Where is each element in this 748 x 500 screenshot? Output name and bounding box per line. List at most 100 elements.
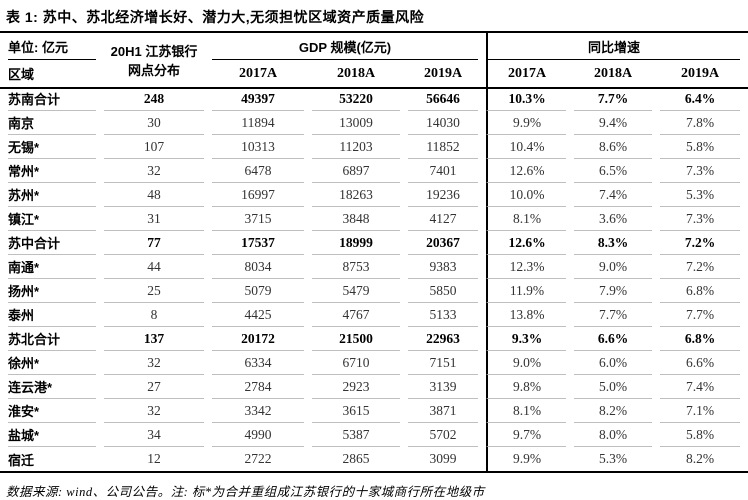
gdp-value-cell: 3715 [212,207,304,231]
growth-value-cell: 5.8% [660,135,740,159]
gdp-value-cell: 7401 [408,159,478,183]
table-row: 连云港* 27 2784 2923 3139 9.8% 5.0% 7.4% [8,375,740,399]
growth-value-cell: 8.2% [574,399,652,423]
growth-value-cell: 6.8% [660,279,740,303]
table-row: 苏北合计 137 20172 21500 22963 9.3% 6.6% 6.8% [8,327,740,351]
table-row: 无锡* 107 10313 11203 11852 10.4% 8.6% 5.8% [8,135,740,159]
gdp-value-cell: 18999 [312,231,400,255]
growth-value-cell: 11.9% [486,279,566,303]
growth-value-cell: 6.6% [574,327,652,351]
table-row: 镇江* 31 3715 3848 4127 8.1% 3.6% 7.3% [8,207,740,231]
branch-column-header: 20H1 江苏银行 网点分布 [104,33,204,87]
growth-value-cell: 7.9% [574,279,652,303]
growth-value-cell: 7.1% [660,399,740,423]
growth-value-cell: 8.1% [486,207,566,231]
gdp-value-cell: 13009 [312,111,400,135]
region-column-header: 区域 [8,67,35,82]
table-row: 泰州 8 4425 4767 5133 13.8% 7.7% 7.7% [8,303,740,327]
table-row: 徐州* 32 6334 6710 7151 9.0% 6.0% 6.6% [8,351,740,375]
gdp-value-cell: 17537 [212,231,304,255]
region-cell: 扬州* [8,279,96,303]
source-note: 数据来源: wind、公司公告。注: 标*为合并重组成江苏银行的十家城商行所在地… [6,485,485,499]
growth-value-cell: 9.8% [486,375,566,399]
gdp-value-cell: 49397 [212,87,304,111]
branch-count-cell: 12 [147,451,161,466]
growth-value-cell: 9.7% [486,423,566,447]
growth-value-cell: 5.8% [660,423,740,447]
gdp-value-cell: 9383 [408,255,478,279]
gdp-value-cell: 4425 [212,303,304,327]
gdp-value-cell: 6478 [212,159,304,183]
table-row: 南通* 44 8034 8753 9383 12.3% 9.0% 7.2% [8,255,740,279]
table-title: 表 1: 苏中、苏北经济增长好、潜力大,无须担忧区域资产质量风险 [6,9,425,25]
growth-value-cell: 9.9% [486,111,566,135]
growth-value-cell: 7.4% [660,375,740,399]
growth-group-header: 同比增速 [486,33,740,60]
region-cell: 淮安* [8,399,96,423]
growth-value-cell: 9.4% [574,111,652,135]
region-cell: 苏北合计 [8,327,96,351]
growth-value-cell: 8.2% [685,451,715,466]
gdp-value-cell: 4990 [212,423,304,447]
region-cell: 常州* [8,159,96,183]
branch-count-cell: 248 [104,87,204,111]
branch-count-cell: 34 [104,423,204,447]
growth-value-cell: 7.8% [660,111,740,135]
gdp-value-cell: 4767 [312,303,400,327]
growth-value-cell: 5.3% [660,183,740,207]
gdp-value-cell: 11852 [408,135,478,159]
growth-value-cell: 10.4% [486,135,566,159]
region-cell: 镇江* [8,207,96,231]
gdp-value-cell: 6334 [212,351,304,375]
gdp-value-cell: 11203 [312,135,400,159]
growth-value-cell: 7.3% [660,207,740,231]
region-cell: 盐城* [8,423,96,447]
gdp-value-cell: 5702 [408,423,478,447]
growth-value-cell: 7.2% [660,231,740,255]
gdp-value-cell: 56646 [408,87,478,111]
region-cell: 宿迁 [8,452,35,468]
gdp-value-cell: 3099 [429,451,457,466]
gdp-value-cell: 2722 [244,451,272,466]
growth-value-cell: 6.0% [574,351,652,375]
gdp-value-cell: 14030 [408,111,478,135]
table-row: 苏中合计 77 17537 18999 20367 12.6% 8.3% 7.2% [8,231,740,255]
gdp-value-cell: 3342 [212,399,304,423]
gdp-year-2019: 2019A [423,65,463,81]
header-row-years: 区域 2017A 2018A 2019A 2017A 2018A 2019A [8,60,740,87]
branch-count-cell: 107 [104,135,204,159]
growth-value-cell: 3.6% [574,207,652,231]
growth-value-cell: 9.3% [486,327,566,351]
branch-header-line2: 网点分布 [127,63,180,78]
gdp-value-cell: 5479 [312,279,400,303]
growth-year-2018: 2018A [593,65,633,81]
growth-value-cell: 7.4% [574,183,652,207]
gdp-value-cell: 16997 [212,183,304,207]
table-row: 扬州* 25 5079 5479 5850 11.9% 7.9% 6.8% [8,279,740,303]
growth-value-cell: 6.8% [660,327,740,351]
gdp-value-cell: 5850 [408,279,478,303]
gdp-value-cell: 2923 [312,375,400,399]
gdp-value-cell: 7151 [408,351,478,375]
gdp-value-cell: 19236 [408,183,478,207]
growth-value-cell: 5.3% [598,451,628,466]
gdp-year-2017: 2017A [238,65,278,81]
region-cell: 连云港* [8,375,96,399]
gdp-value-cell: 10313 [212,135,304,159]
branch-count-cell: 77 [104,231,204,255]
growth-value-cell: 8.3% [574,231,652,255]
growth-value-cell: 13.8% [486,303,566,327]
branch-count-cell: 32 [104,159,204,183]
growth-value-cell: 12.3% [486,255,566,279]
branch-count-cell: 27 [104,375,204,399]
gdp-group-header: GDP 规模(亿元) [212,33,478,60]
gdp-value-cell: 5133 [408,303,478,327]
region-cell: 苏州* [8,183,96,207]
table-row: 苏州* 48 16997 18263 19236 10.0% 7.4% 5.3% [8,183,740,207]
growth-value-cell: 10.0% [486,183,566,207]
growth-value-cell: 7.7% [574,87,652,111]
gdp-value-cell: 2784 [212,375,304,399]
growth-year-2017: 2017A [486,60,566,87]
gdp-value-cell: 3139 [408,375,478,399]
